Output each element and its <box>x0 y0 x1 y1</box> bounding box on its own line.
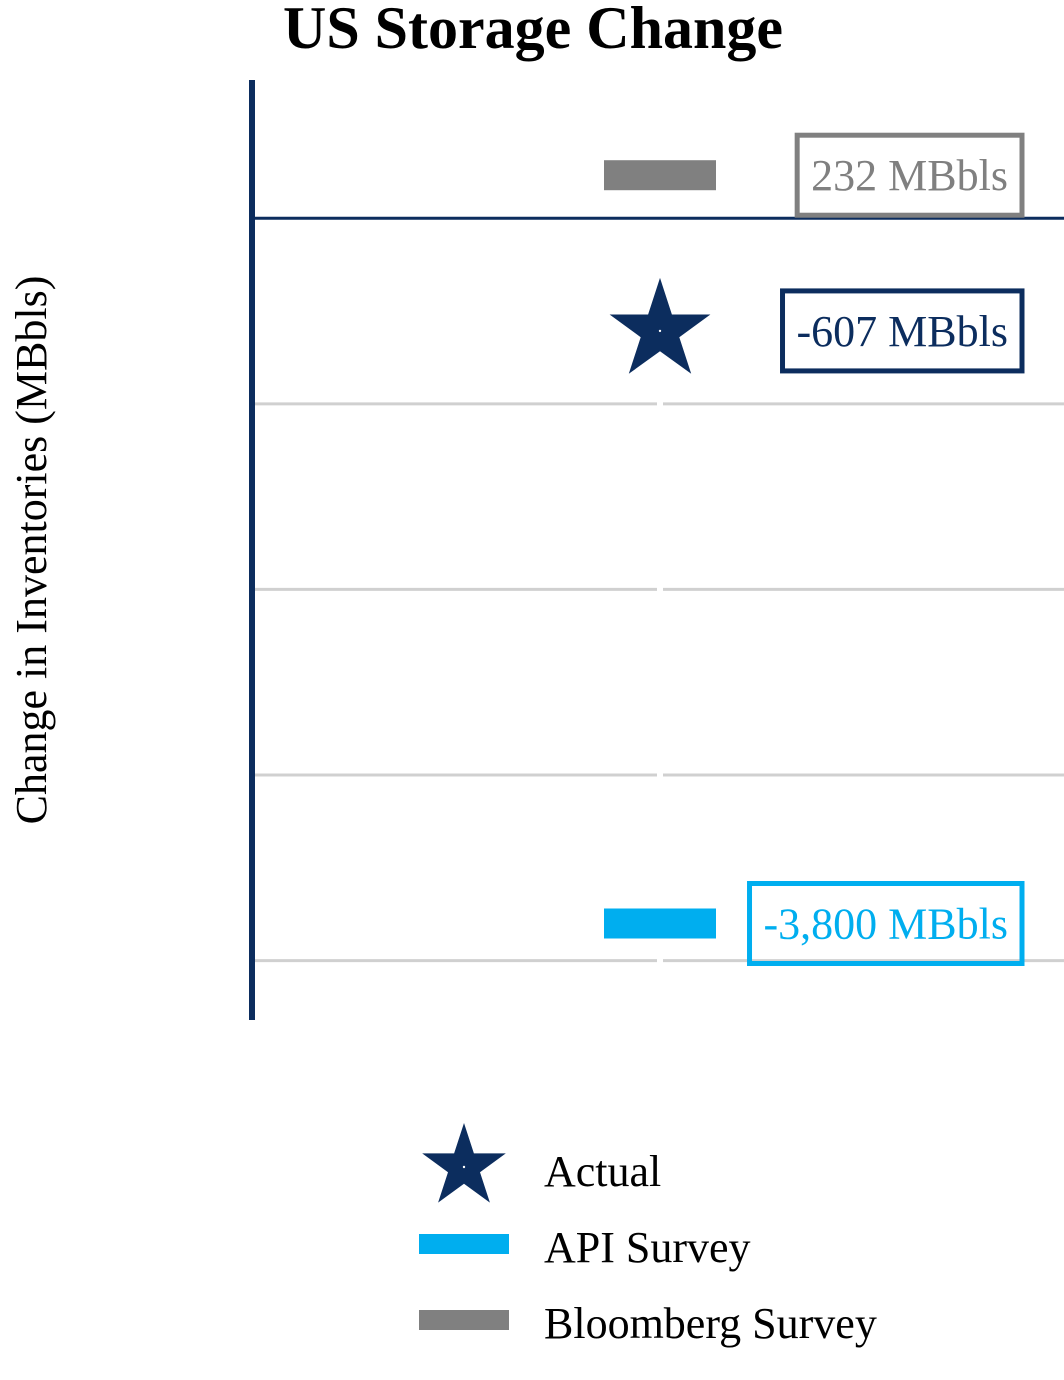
bloomberg-survey-annotation-text: 232 MBbls <box>811 151 1008 200</box>
legend-label: API Survey <box>544 1223 751 1272</box>
legend-bloomberg-survey-swatch <box>419 1310 509 1330</box>
chart-title: US Storage Change <box>283 0 783 61</box>
y-axis-label: Change in Inventories (MBbls) <box>7 276 56 825</box>
gridline-gap <box>657 956 663 965</box>
api-survey-annotation-text: -3,800 MBbls <box>764 899 1008 948</box>
actual-annotation-text: -607 MBbls <box>797 307 1008 356</box>
bloomberg-survey-bar-marker <box>604 160 716 191</box>
gridlines <box>252 399 1064 965</box>
legend-label: Actual <box>544 1147 661 1196</box>
annotations: -607 MBbls -3,800 MBbls 232 MBbls <box>747 132 1025 966</box>
legend: Actual API Survey Bloomberg Survey <box>419 1123 877 1348</box>
actual-star-center <box>658 329 662 333</box>
actual-annotation-box <box>780 288 1025 374</box>
gridline-gap <box>657 399 663 408</box>
gridline-gap <box>657 771 663 780</box>
api-survey-bar-marker <box>604 908 716 939</box>
legend-star-icon <box>422 1123 506 1203</box>
legend-star-center <box>462 1165 466 1169</box>
axes <box>249 80 1064 1020</box>
api-survey-annotation-box <box>747 880 1025 966</box>
data-marks <box>604 160 716 939</box>
legend-label: Bloomberg Survey <box>544 1299 877 1348</box>
bloomberg-survey-annotation-box <box>794 132 1025 218</box>
actual-star-marker <box>609 277 711 374</box>
legend-api-survey-swatch <box>419 1234 509 1254</box>
gridline-gap <box>657 585 663 594</box>
